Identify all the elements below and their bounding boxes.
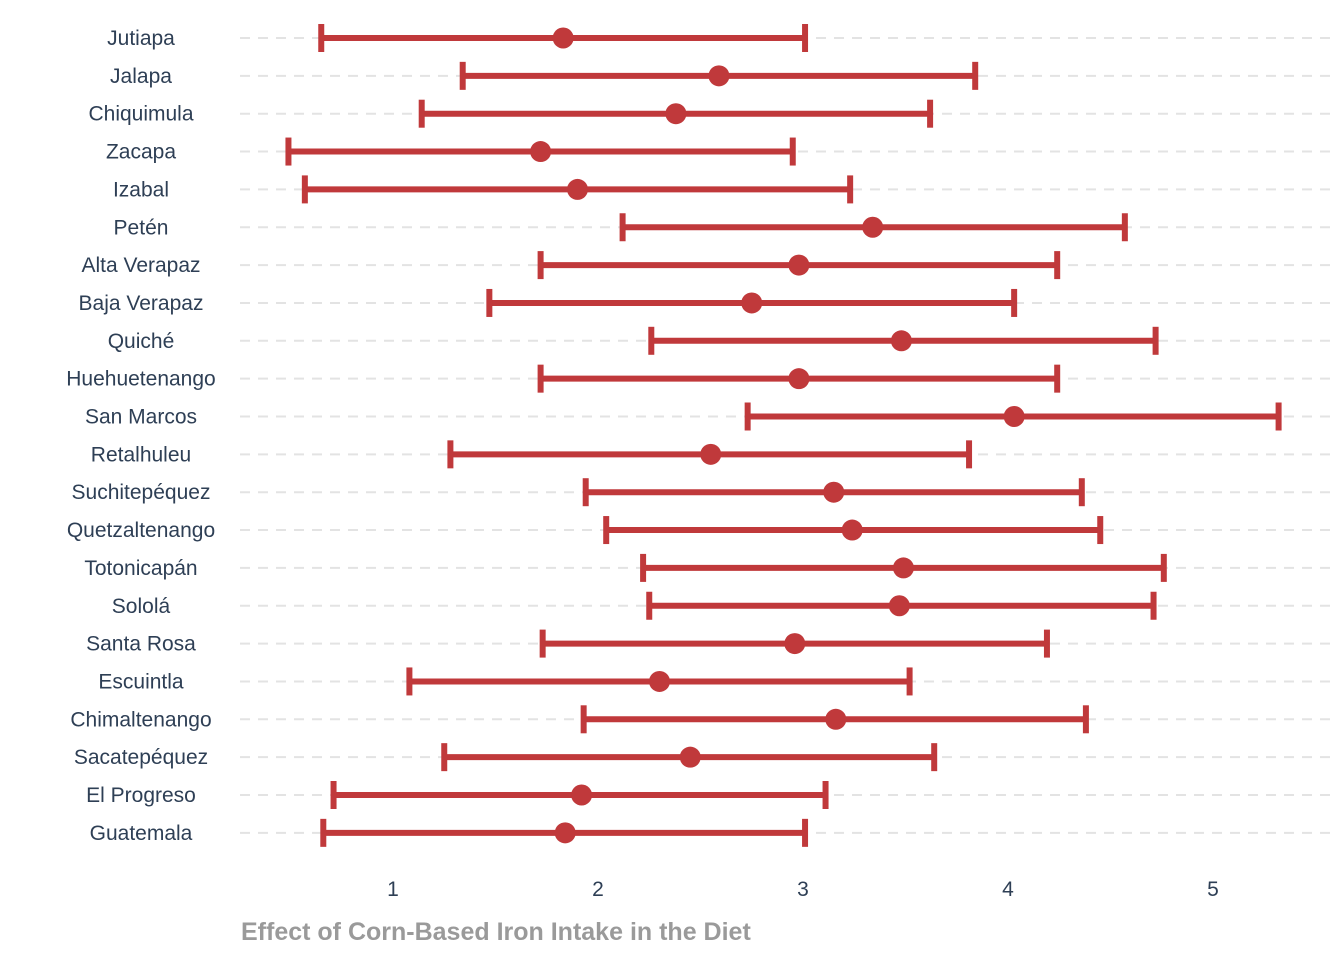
point-estimate [567, 178, 588, 200]
category-label: Izabal [113, 178, 169, 201]
error-bar-group [582, 478, 1085, 507]
category-label: Chiquimula [88, 103, 193, 126]
error-bar-group [418, 99, 934, 128]
error-bar-group [619, 213, 1128, 242]
error-bar-group [539, 629, 1050, 658]
category-label: Quetzaltenango [67, 519, 215, 542]
point-estimate [888, 595, 910, 617]
point-estimate [1003, 406, 1025, 427]
category-label: Escuintla [98, 670, 184, 693]
error-bar-group [580, 705, 1089, 734]
point-estimate [788, 368, 810, 390]
error-bar-group [640, 553, 1167, 582]
category-label: Jalapa [110, 65, 172, 88]
category-label: Santa Rosa [86, 633, 196, 656]
error-bar-group [285, 137, 796, 166]
point-estimate [552, 27, 574, 49]
point-estimate [825, 708, 847, 730]
point-estimate [554, 822, 576, 844]
category-label: Retalhuleu [91, 443, 191, 466]
error-bar-group [406, 667, 913, 696]
error-bar-group [486, 288, 1018, 317]
error-bar-group [537, 251, 1061, 280]
category-label: Zacapa [106, 141, 176, 164]
category-label: Chimaltenango [70, 708, 211, 731]
category-label: Suchitepéquez [72, 481, 211, 504]
error-bar-group [744, 402, 1282, 431]
point-estimate [890, 330, 912, 352]
error-bar-group [459, 61, 979, 90]
error-bar-group [441, 743, 938, 772]
category-label: Jutiapa [107, 27, 175, 50]
category-label: Sacatepéquez [74, 746, 208, 769]
point-estimate [708, 65, 730, 87]
x-axis-ticks: 1 2 3 4 5 [387, 878, 1219, 901]
point-estimate [784, 633, 806, 655]
category-label: Guatemala [90, 822, 193, 845]
gridlines [240, 37, 1330, 834]
error-bar-group [330, 781, 829, 809]
error-bar-group [447, 440, 973, 469]
x-tick-label: 5 [1207, 878, 1219, 901]
category-labels: Jutiapa Jalapa Chiquimula Zacapa Izabal Petén… [66, 27, 215, 845]
point-estimate [530, 141, 552, 163]
category-label: Quiché [108, 330, 175, 353]
point-estimate [571, 784, 593, 806]
category-label: Huehuetenango [66, 368, 215, 391]
point-estimate [788, 254, 810, 276]
x-tick-label: 3 [797, 878, 809, 901]
point-estimate [892, 557, 914, 579]
point-estimate [862, 216, 884, 238]
error-bar-group [646, 591, 1157, 620]
category-label: El Progreso [86, 784, 196, 807]
x-tick-label: 2 [592, 878, 604, 901]
error-bar-group [320, 818, 809, 847]
error-bar-group [648, 326, 1159, 355]
category-label: Baja Verapaz [79, 292, 204, 315]
category-label: San Marcos [85, 406, 197, 429]
error-bars [285, 24, 1282, 847]
x-tick-label: 4 [1002, 878, 1014, 901]
point-estimate [665, 103, 687, 125]
category-label: Sololá [112, 595, 171, 618]
x-tick-label: 1 [387, 878, 399, 901]
point-estimate [741, 292, 763, 314]
category-label: Totonicapán [84, 557, 197, 580]
error-bar-group [603, 516, 1104, 545]
category-label: Petén [114, 216, 169, 239]
error-bar-group [318, 24, 809, 52]
point-estimate [700, 443, 722, 465]
error-bar-group [301, 175, 854, 204]
point-estimate [649, 670, 670, 692]
point-estimate [679, 746, 701, 768]
x-axis-title: Effect of Corn-Based Iron Intake in the … [241, 918, 751, 946]
category-label: Alta Verapaz [81, 254, 200, 277]
point-estimate [823, 481, 845, 503]
error-bar-group [537, 364, 1061, 393]
point-estimate [841, 519, 863, 541]
